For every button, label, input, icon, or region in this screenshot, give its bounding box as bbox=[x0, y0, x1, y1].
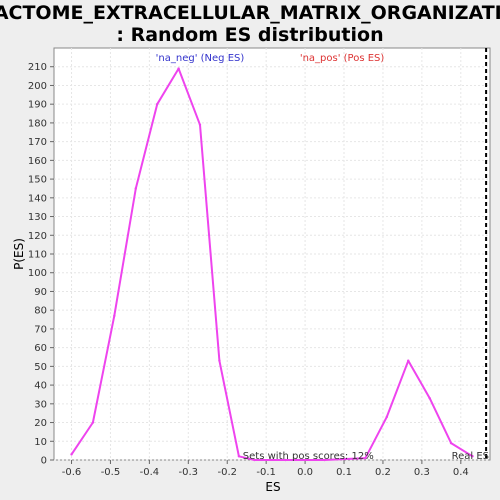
y-tick-label: 130 bbox=[28, 212, 47, 223]
x-tick-label: -0.6 bbox=[62, 467, 82, 478]
y-tick-label: 90 bbox=[34, 287, 47, 298]
y-tick-label: 20 bbox=[34, 418, 47, 429]
x-tick-label: 0.1 bbox=[336, 467, 352, 478]
x-tick-label: 0.2 bbox=[375, 467, 391, 478]
y-tick-label: 100 bbox=[28, 268, 47, 279]
pos-scores-annotation: Sets with pos scores: 12% bbox=[243, 451, 374, 462]
y-tick-label: 0 bbox=[41, 456, 47, 467]
y-tick-label: 70 bbox=[34, 324, 47, 335]
y-tick-label: 150 bbox=[28, 175, 47, 186]
y-tick-label: 30 bbox=[34, 399, 47, 410]
y-tick-label: 140 bbox=[28, 193, 47, 204]
series-point bbox=[364, 456, 367, 460]
y-tick-label: 160 bbox=[28, 156, 47, 167]
series-point bbox=[155, 102, 159, 106]
x-tick-label: 0.0 bbox=[297, 467, 313, 478]
y-axis-label: P(ES) bbox=[12, 238, 26, 270]
x-tick-label: 0.3 bbox=[414, 467, 430, 478]
x-axis-ticks: -0.6 -0.5 -0.4 -0.3 -0.2 -0.1 0.0 0.1 0.2 0.3 0.4 bbox=[62, 460, 469, 478]
series-point bbox=[449, 441, 453, 445]
real-es-label: Real ES bbox=[452, 451, 489, 462]
grid bbox=[54, 48, 490, 461]
series-point bbox=[385, 415, 389, 419]
y-tick-label: 190 bbox=[28, 100, 47, 111]
neg-es-label: 'na_neg' (Neg ES) bbox=[156, 53, 245, 64]
series-point bbox=[428, 397, 431, 400]
pos-es-label: 'na_pos' (Pos ES) bbox=[300, 53, 385, 64]
x-axis-label: ES bbox=[265, 480, 280, 494]
series-point bbox=[198, 123, 202, 126]
series-point bbox=[134, 187, 137, 190]
x-tick-label: 0.4 bbox=[453, 467, 469, 478]
series-line-0 bbox=[70, 67, 474, 461]
series-point bbox=[237, 455, 241, 458]
series-point bbox=[91, 421, 95, 424]
y-tick-label: 210 bbox=[28, 62, 47, 73]
series-point bbox=[284, 458, 287, 462]
series-point bbox=[113, 314, 116, 317]
series-point bbox=[323, 458, 326, 462]
y-tick-label: 180 bbox=[28, 118, 47, 129]
y-tick-label: 10 bbox=[34, 437, 47, 448]
chart-title-line1: REACTOME_EXTRACELLULAR_MATRIX_ORGANIZATI… bbox=[0, 2, 500, 24]
y-tick-label: 40 bbox=[34, 381, 47, 392]
y-axis-ticks: 0 10 20 30 40 50 60 70 80 90 100 110 120 130 140 150 160… bbox=[28, 62, 54, 467]
x-tick-label: -0.2 bbox=[217, 467, 237, 478]
x-tick-label: -0.1 bbox=[256, 467, 276, 478]
series-point bbox=[253, 458, 256, 462]
chart-title-line2: : Random ES distribution bbox=[116, 24, 383, 46]
y-tick-label: 60 bbox=[34, 343, 47, 354]
y-tick-label: 120 bbox=[28, 231, 47, 242]
y-tick-label: 170 bbox=[28, 137, 47, 148]
x-tick-label: -0.3 bbox=[179, 467, 199, 478]
series-point bbox=[218, 359, 221, 362]
series-point bbox=[471, 455, 474, 458]
series-point bbox=[407, 359, 410, 362]
series-point bbox=[177, 67, 180, 70]
y-tick-label: 110 bbox=[28, 250, 47, 261]
x-tick-label: -0.5 bbox=[101, 467, 121, 478]
y-tick-label: 80 bbox=[34, 306, 47, 317]
series-point bbox=[70, 453, 73, 456]
y-tick-label: 50 bbox=[34, 362, 47, 373]
y-tick-label: 200 bbox=[28, 81, 47, 92]
x-tick-label: -0.4 bbox=[140, 467, 160, 478]
series-group bbox=[70, 67, 474, 462]
